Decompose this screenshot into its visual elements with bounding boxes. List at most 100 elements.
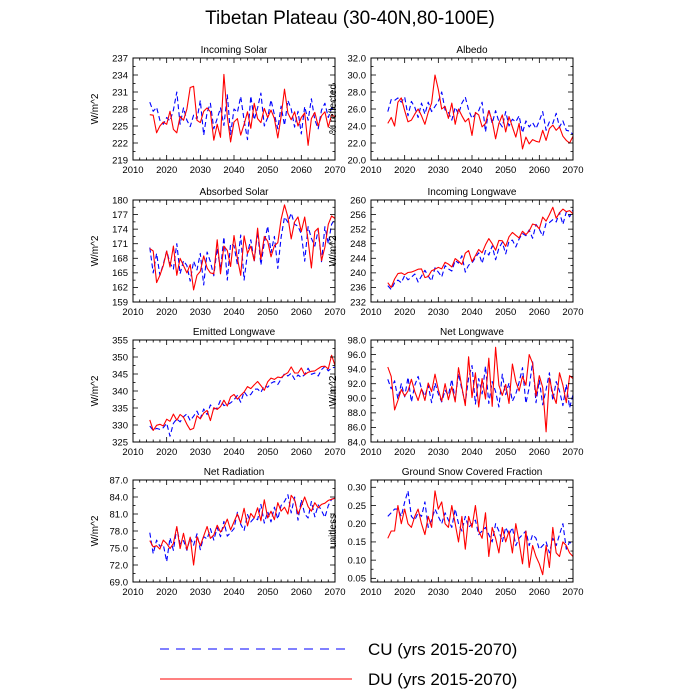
panel-title: Incoming Solar [201,45,268,56]
plot-frame [370,479,574,583]
series-line-cu [149,494,336,563]
series-line-cu [149,365,336,437]
y-tick-label: 171 [112,239,128,250]
y-tick-label: 32.0 [348,53,367,64]
y-tick-label: 165 [112,268,128,279]
y-axis-label: W/m^2 [328,235,339,266]
y-tick-label: 30.0 [348,70,367,81]
series-line-cu [387,361,574,409]
y-tick-label: 87.0 [110,475,129,486]
y-tick-label: 0.15 [348,537,367,548]
y-tick-label: 174 [112,224,128,235]
y-tick-label: 72.0 [110,560,129,571]
x-tick-label: 2060 [291,587,312,598]
y-axis-label: W/m^2 [90,375,101,406]
y-tick-label: 234 [112,70,128,81]
y-tick-label: 75.0 [110,543,129,554]
x-tick-label: 2040 [461,587,482,598]
panel-title: Net Longwave [440,327,504,338]
panel-2: 2010 2020 2030 2040 2050 2060 2070 20.0 22.0 24.0… [328,45,584,176]
x-tick-label: 2050 [495,447,516,458]
y-tick-label: 84.0 [348,437,367,448]
y-axis-label: W/m^2 [90,235,101,266]
x-tick-label: 2060 [529,447,550,458]
x-tick-label: 2010 [360,447,381,458]
y-tick-label: 237 [112,53,128,64]
panel-title: Net Radiation [204,467,265,478]
y-tick-label: 98.0 [348,335,367,346]
y-axis-label: % reflected [328,84,339,134]
y-axis-label: W/m^2 [90,93,101,124]
series-line-cu [387,209,574,291]
x-tick-label: 2010 [122,307,143,318]
y-tick-label: 78.0 [110,526,129,537]
series-line-du [149,73,336,146]
panel-title: Albedo [456,45,488,56]
x-tick-label: 2070 [562,587,583,598]
y-tick-label: 162 [112,283,128,294]
y-tick-label: 84.0 [110,492,129,503]
x-tick-label: 2040 [461,307,482,318]
plot-frame [370,199,574,303]
x-tick-label: 2050 [495,587,516,598]
panel-3: 2010 2020 2030 2040 2050 2060 2070 159 162 165 168… [90,187,346,318]
y-tick-label: 236 [350,283,366,294]
series-line-du [387,74,574,150]
y-tick-label: 69.0 [110,577,129,588]
y-tick-label: 159 [112,297,128,308]
y-tick-label: 248 [350,239,366,250]
panel-title: Absorbed Solar [200,187,270,198]
series-line-du [387,490,574,576]
x-tick-label: 2020 [394,165,415,176]
x-tick-label: 2020 [156,447,177,458]
y-tick-label: 252 [350,224,366,235]
y-tick-label: 168 [112,254,128,265]
y-axis-label: W/m^2 [328,375,339,406]
panel-4: 2010 2020 2030 2040 2050 2060 2070 232 236 240 244… [328,187,584,318]
series-line-cu [387,490,574,554]
x-tick-label: 2070 [324,447,345,458]
x-tick-label: 2070 [562,307,583,318]
x-tick-label: 2040 [461,165,482,176]
series-line-du [149,354,336,431]
x-tick-label: 2060 [291,307,312,318]
figure-title: Tibetan Plateau (30-40N,80-100E) [205,8,495,29]
y-tick-label: 92.0 [348,379,367,390]
y-tick-label: 81.0 [110,509,129,520]
y-tick-label: 90.0 [348,394,367,405]
x-tick-label: 2040 [223,165,244,176]
x-tick-label: 2060 [529,307,550,318]
x-tick-label: 2060 [291,165,312,176]
y-tick-label: 240 [350,268,366,279]
y-tick-label: 177 [112,210,128,221]
x-tick-label: 2070 [324,165,345,176]
plot-frame [132,339,336,443]
y-tick-label: 94.0 [348,364,367,375]
plot-frame [370,57,574,161]
y-tick-label: 24.0 [348,121,367,132]
x-tick-label: 2050 [257,447,278,458]
x-tick-label: 2030 [190,165,211,176]
panel-title: Ground Snow Covered Fraction [402,467,543,478]
x-tick-label: 2030 [428,307,449,318]
panel-7: 2010 2020 2030 2040 2050 2060 2070 69.0 72.0 75.0… [90,467,346,598]
panel-title: Incoming Longwave [428,187,517,198]
y-tick-label: 222 [112,138,128,149]
y-tick-label: 180 [112,195,128,206]
y-tick-label: 260 [350,195,366,206]
x-tick-label: 2010 [360,307,381,318]
x-tick-label: 2020 [156,587,177,598]
legend-label-cu: CU (yrs 2015-2070) [368,640,517,659]
panel-1: 2010 2020 2030 2040 2050 2060 2070 219 222 225 228… [90,45,346,176]
y-axis-label: W/m^2 [90,515,101,546]
x-tick-label: 2040 [223,307,244,318]
y-tick-label: 231 [112,87,128,98]
x-tick-label: 2070 [324,307,345,318]
panel-5: 2010 2020 2030 2040 2050 2060 2070 325 330 335 340… [90,327,346,458]
y-tick-label: 335 [112,403,128,414]
x-tick-label: 2060 [529,165,550,176]
x-tick-label: 2060 [291,447,312,458]
x-tick-label: 2010 [360,165,381,176]
x-tick-label: 2010 [122,165,143,176]
